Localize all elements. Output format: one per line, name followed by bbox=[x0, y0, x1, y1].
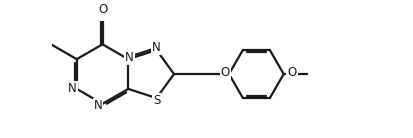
Text: N: N bbox=[94, 99, 102, 112]
Text: N: N bbox=[68, 82, 76, 95]
Text: N: N bbox=[125, 51, 134, 64]
Text: S: S bbox=[152, 94, 160, 107]
Text: O: O bbox=[220, 67, 229, 79]
Text: O: O bbox=[97, 3, 107, 16]
Text: O: O bbox=[287, 67, 296, 79]
Text: N: N bbox=[152, 41, 161, 54]
